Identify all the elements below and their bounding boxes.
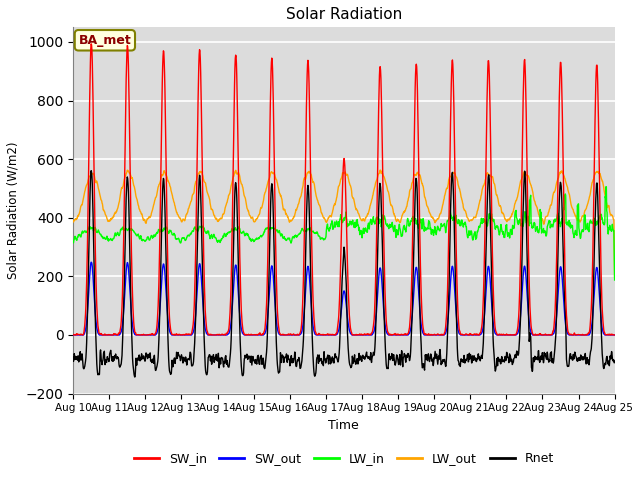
Line: SW_out: SW_out <box>73 262 614 335</box>
Rnet <box>499 358 507 363</box>
SW_out <box>611 332 618 338</box>
Rnet <box>131 374 139 380</box>
LW_out <box>377 167 385 173</box>
LW_in <box>602 184 610 190</box>
X-axis label: Time: Time <box>328 419 359 432</box>
SW_out <box>190 327 198 333</box>
SW_in <box>69 332 77 337</box>
SW_out <box>547 332 554 338</box>
Rnet <box>429 356 436 362</box>
Legend: SW_in, SW_out, LW_in, LW_out, Rnet: SW_in, SW_out, LW_in, LW_out, Rnet <box>129 447 559 470</box>
Title: Solar Radiation: Solar Radiation <box>285 7 402 22</box>
Line: LW_out: LW_out <box>73 170 614 277</box>
SW_in <box>177 332 184 338</box>
SW_out <box>87 259 95 265</box>
LW_out <box>250 219 258 225</box>
SW_in <box>87 41 95 47</box>
Rnet <box>547 350 555 356</box>
SW_in <box>251 332 259 337</box>
LW_out <box>69 218 77 224</box>
LW_in <box>250 238 258 243</box>
SW_in <box>547 332 554 338</box>
SW_out <box>177 332 184 338</box>
LW_in <box>428 228 436 233</box>
Line: SW_in: SW_in <box>73 44 614 335</box>
SW_in <box>428 332 436 338</box>
LW_in <box>547 225 554 231</box>
Line: LW_in: LW_in <box>73 187 614 280</box>
Rnet <box>191 347 198 352</box>
LW_out <box>611 275 618 280</box>
Rnet <box>251 359 259 364</box>
LW_out <box>499 210 507 216</box>
LW_in <box>499 228 506 234</box>
SW_out <box>499 332 507 338</box>
Rnet <box>87 168 95 174</box>
Line: Rnet: Rnet <box>73 171 614 377</box>
SW_in <box>499 332 507 337</box>
LW_in <box>69 240 77 246</box>
LW_out <box>177 215 184 221</box>
LW_out <box>547 202 554 208</box>
SW_out <box>251 332 259 338</box>
Text: BA_met: BA_met <box>79 34 131 47</box>
LW_in <box>611 277 618 283</box>
SW_out <box>69 332 77 338</box>
Rnet <box>69 354 77 360</box>
Rnet <box>177 353 185 359</box>
LW_in <box>189 228 197 234</box>
SW_out <box>601 332 609 338</box>
SW_out <box>428 332 436 338</box>
Rnet <box>611 360 618 365</box>
Y-axis label: Solar Radiation (W/m2): Solar Radiation (W/m2) <box>7 142 20 279</box>
SW_in <box>611 332 618 338</box>
LW_in <box>177 240 184 246</box>
LW_out <box>189 191 197 196</box>
LW_out <box>428 214 436 220</box>
SW_in <box>190 311 198 317</box>
